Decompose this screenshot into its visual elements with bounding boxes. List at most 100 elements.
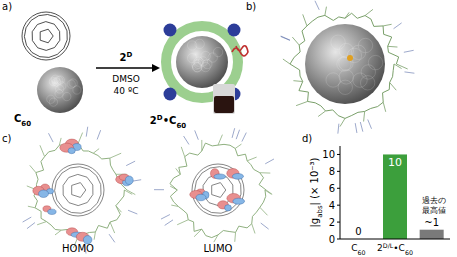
cage-bond xyxy=(352,112,358,115)
cage-bond xyxy=(290,64,300,70)
cage-bond xyxy=(307,92,309,101)
text-part: 過去の xyxy=(422,196,446,205)
text-part: D xyxy=(127,51,133,59)
cage-bond xyxy=(177,220,188,225)
text-part: 0 xyxy=(329,234,335,245)
orbital-lobe xyxy=(225,205,232,211)
vial-solution xyxy=(214,96,234,113)
text-part: 2 xyxy=(150,115,157,126)
side-chain xyxy=(236,130,239,139)
cage-bond xyxy=(393,64,395,70)
cage-bond xyxy=(302,26,307,31)
cage-bond xyxy=(383,102,385,112)
sphere-atom xyxy=(187,41,196,50)
cage-bond xyxy=(333,17,338,21)
side-chain xyxy=(27,223,35,229)
cage-bond xyxy=(302,31,305,41)
orbital-label: LUMO xyxy=(204,243,233,254)
side-chain xyxy=(109,234,115,242)
cage-ring xyxy=(195,167,241,214)
cage-ring xyxy=(63,174,93,205)
side-chain xyxy=(97,130,101,139)
cage-bond xyxy=(193,222,195,232)
cage-bond xyxy=(59,138,61,145)
cage-bond xyxy=(388,46,398,48)
side-chain xyxy=(261,223,269,229)
cage-bond xyxy=(364,111,365,121)
text-part: 60 xyxy=(21,120,31,128)
cage-bond xyxy=(194,229,202,231)
sphere-atom xyxy=(326,73,340,87)
text-part: 2 xyxy=(120,52,127,63)
cage-bond xyxy=(247,224,252,228)
cage-bond xyxy=(202,229,206,235)
cage-bond xyxy=(205,143,212,146)
side-chain xyxy=(165,220,173,226)
cage-bond xyxy=(55,229,61,231)
sphere-atom xyxy=(63,92,71,100)
cage-bond xyxy=(389,82,390,89)
cage-bond xyxy=(245,154,247,161)
cage-ring xyxy=(72,183,86,198)
cage-bond xyxy=(392,70,394,76)
cage-bond xyxy=(110,165,112,170)
substituent xyxy=(228,24,241,37)
text-part: C xyxy=(169,115,176,126)
text-part: 6 xyxy=(329,183,335,194)
sphere-atom xyxy=(368,55,382,69)
sphere-atom xyxy=(339,70,353,84)
text-part: 60 xyxy=(405,249,413,256)
text-part: 60 xyxy=(357,249,365,256)
side-chain xyxy=(242,133,246,142)
text-part: 10 xyxy=(322,149,335,160)
text-part: d) xyxy=(302,133,312,144)
y-tick-label: 8 xyxy=(329,166,335,177)
cage-bond xyxy=(116,201,120,205)
cage-bond xyxy=(264,190,266,196)
text-part: 8 xyxy=(329,166,335,177)
substituent xyxy=(164,24,177,37)
cage-bond xyxy=(294,52,300,57)
cage-bond xyxy=(98,226,107,229)
cage-bond xyxy=(170,196,173,202)
cage-bond xyxy=(179,166,187,167)
cage-bond xyxy=(382,93,384,102)
side-chain xyxy=(48,133,53,142)
cage-bond xyxy=(109,158,111,165)
side-chain xyxy=(281,36,290,40)
cage-bond xyxy=(388,52,398,57)
cage-bond xyxy=(371,107,378,109)
compound-label: 2D•C60 xyxy=(150,114,186,130)
fullerene-sphere xyxy=(37,67,83,113)
cage-bond xyxy=(179,167,181,174)
cage-bond xyxy=(98,155,102,158)
orbital-lobe xyxy=(68,148,75,154)
x-axis xyxy=(340,239,450,240)
cage-bond xyxy=(94,232,95,240)
cage-bond xyxy=(296,101,307,105)
cage-bond xyxy=(299,41,305,45)
condition-label: DMSO xyxy=(112,74,140,84)
side-chain xyxy=(161,215,170,220)
cage-bond xyxy=(170,184,177,190)
cage-bond xyxy=(123,190,124,196)
cage-bond xyxy=(384,34,392,37)
cage-bond xyxy=(259,178,263,185)
cage-bond xyxy=(198,151,202,155)
cage-bond xyxy=(325,15,333,20)
cage-bond xyxy=(230,145,235,148)
cage-bond xyxy=(325,7,327,16)
reaction-arrow xyxy=(96,67,154,68)
cage-bond xyxy=(378,102,384,106)
fullerene-sphere xyxy=(305,24,385,104)
cage-bond xyxy=(224,144,230,146)
text-part: 0 xyxy=(355,226,361,237)
cage-bond xyxy=(321,106,326,111)
cage-bond xyxy=(338,116,345,119)
panel-label: a) xyxy=(2,1,12,12)
cage-bond xyxy=(251,216,253,223)
cage-bond xyxy=(107,222,110,228)
y-tick xyxy=(337,222,340,223)
cage-bond xyxy=(318,111,325,117)
y-tick-label: 6 xyxy=(329,183,335,194)
